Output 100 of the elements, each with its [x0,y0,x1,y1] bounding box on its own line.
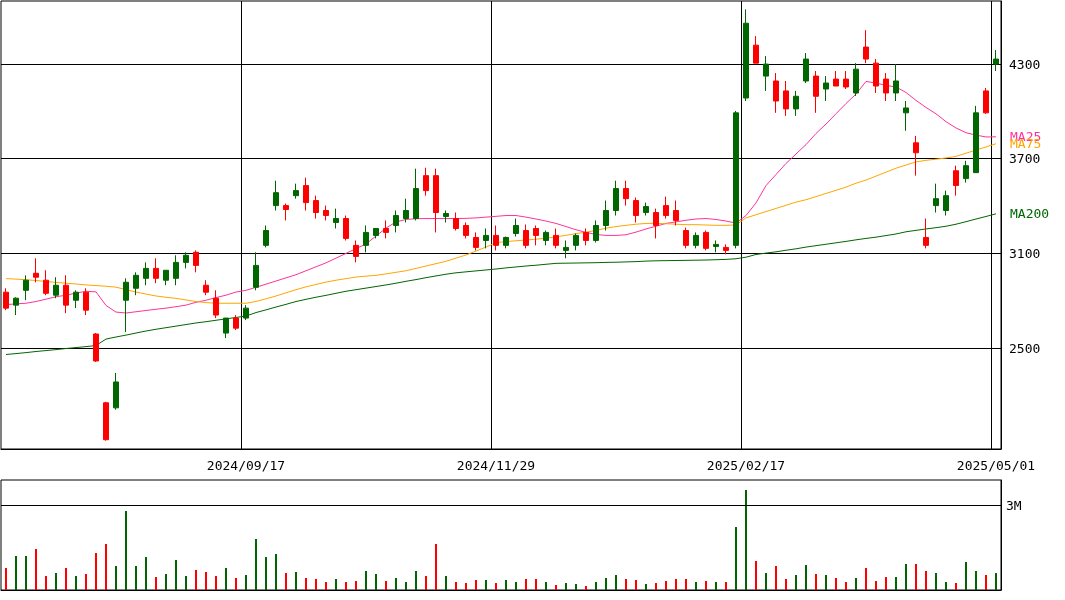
candlestick [963,160,969,184]
bar [625,579,627,590]
candlestick [153,257,159,284]
bar [235,578,237,590]
candlestick [773,72,779,114]
bar [655,583,657,590]
candlestick [423,167,429,197]
bar [155,577,157,590]
candlestick [943,190,949,217]
candlestick [243,304,249,321]
bar [15,556,17,590]
candlestick [303,177,309,211]
candlestick [643,202,649,217]
candlestick [633,197,639,223]
bar [825,575,827,590]
bar [615,575,617,590]
bar [875,581,877,590]
candlestick [913,135,919,177]
candlestick [493,224,499,251]
bar [275,554,277,590]
bar [245,575,247,590]
bar [265,557,267,590]
bar [335,579,337,590]
bar [75,576,77,590]
bar [865,568,867,590]
candlestick [223,317,229,339]
candlestick [503,236,509,249]
bar [175,560,177,590]
candlestick [923,218,929,249]
bar [555,585,557,590]
candlestick [53,276,59,299]
candlestick [793,90,799,117]
candlestick [803,52,809,84]
candlestick [523,224,529,249]
bar [445,576,447,590]
bar [575,584,577,590]
bar [65,568,67,590]
candlestick [63,274,69,314]
candlestick [293,183,299,200]
candlestick [903,100,909,132]
bar [205,572,207,590]
bar [915,564,917,590]
bar [755,561,757,590]
bar [285,573,287,590]
candlestick [393,209,399,233]
bar [5,568,7,590]
candlestick [353,239,359,263]
candlestick [263,224,269,248]
candlestick [843,70,849,90]
candlestick [103,401,109,442]
bar [225,568,227,590]
bar [845,582,847,590]
bar [685,579,687,590]
bar [135,566,137,590]
candlestick [93,332,99,363]
candlestick [893,63,899,102]
candlestick [23,274,29,301]
candlestick [113,372,119,411]
candlestick [693,231,699,249]
candlestick [433,168,439,233]
candlestick [443,209,449,223]
candlestick [563,239,569,259]
bar [405,582,407,590]
candlestick [733,110,739,249]
candlestick [953,165,959,197]
bar [795,575,797,590]
ref-line-label: 3M [1006,497,1022,513]
bar [595,582,597,590]
candlestick [413,168,419,221]
line-series [5,143,997,304]
bar [485,580,487,590]
bar [775,566,777,590]
bar [435,544,437,590]
bar [885,577,887,590]
bar [395,578,397,590]
bar [935,573,937,590]
bar [635,580,637,590]
candlestick [853,62,859,97]
bar [495,583,497,590]
candlestick [343,215,349,241]
candlestick [203,279,209,296]
bar [415,571,417,590]
bar [325,582,327,590]
bar [45,576,47,590]
candlestick [133,271,139,296]
candlestick [363,224,369,253]
candlestick [13,296,19,316]
bar [565,583,567,590]
bar [515,582,517,590]
candlestick [813,70,819,114]
y-tick-label: 3700 [1009,151,1041,167]
bar [25,556,27,590]
candlestick [553,227,559,249]
bar [975,571,977,590]
bar [995,573,997,590]
candlestick [383,219,389,239]
bar [805,565,807,590]
bar [965,562,967,590]
bar [195,570,197,590]
candlestick [193,249,199,273]
